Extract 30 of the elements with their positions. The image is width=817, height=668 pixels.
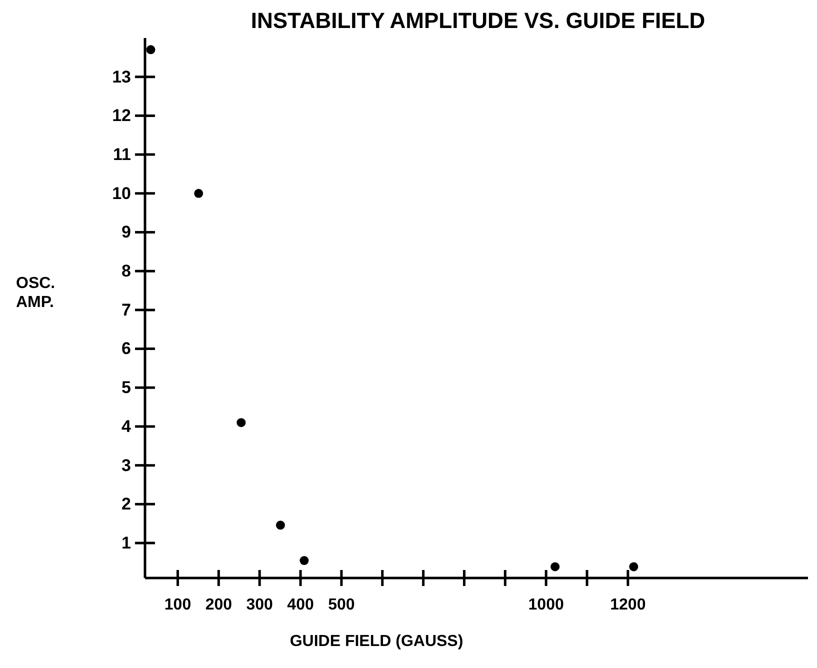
- y-tick-label: 10: [112, 184, 131, 203]
- y-tick-label: 13: [112, 67, 131, 86]
- point: [194, 188, 204, 198]
- y-tick-label: 11: [113, 144, 131, 164]
- x-axis-title: GUIDE FIELD (GAUSS): [290, 633, 464, 650]
- y-tick-label: 2: [122, 494, 131, 514]
- x-tick-label: 1200: [610, 596, 646, 614]
- chart-title: INSTABILITY AMPLITUDE VS. GUIDE FIELD: [250, 8, 706, 33]
- x-tick-label: 200: [205, 596, 232, 614]
- x-tick-label: 500: [328, 596, 355, 614]
- point: [236, 418, 246, 428]
- x-tick-label: 1000: [528, 596, 564, 614]
- point: [146, 45, 156, 54]
- y-tick-label: 6: [122, 339, 131, 358]
- point: [300, 556, 309, 566]
- y-axis-title: OSC. AMP.: [16, 275, 56, 312]
- point: [629, 562, 638, 572]
- point: [550, 562, 560, 572]
- y-tick-label: 1: [122, 533, 131, 552]
- y-tick-label: 4: [122, 416, 132, 436]
- x-tick-label: 100: [164, 596, 192, 614]
- y-tick-label: 3: [122, 456, 131, 475]
- y-tick-label: 12: [112, 106, 131, 126]
- x-tick-label: 300: [246, 596, 274, 614]
- y-tick-label: 5: [122, 378, 131, 398]
- point: [276, 520, 285, 530]
- y-tick-label: 9: [122, 222, 131, 242]
- y-tick-label: 8: [122, 262, 131, 281]
- y-tick-label: 7: [122, 300, 131, 320]
- x-tick-label: 400: [287, 596, 314, 614]
